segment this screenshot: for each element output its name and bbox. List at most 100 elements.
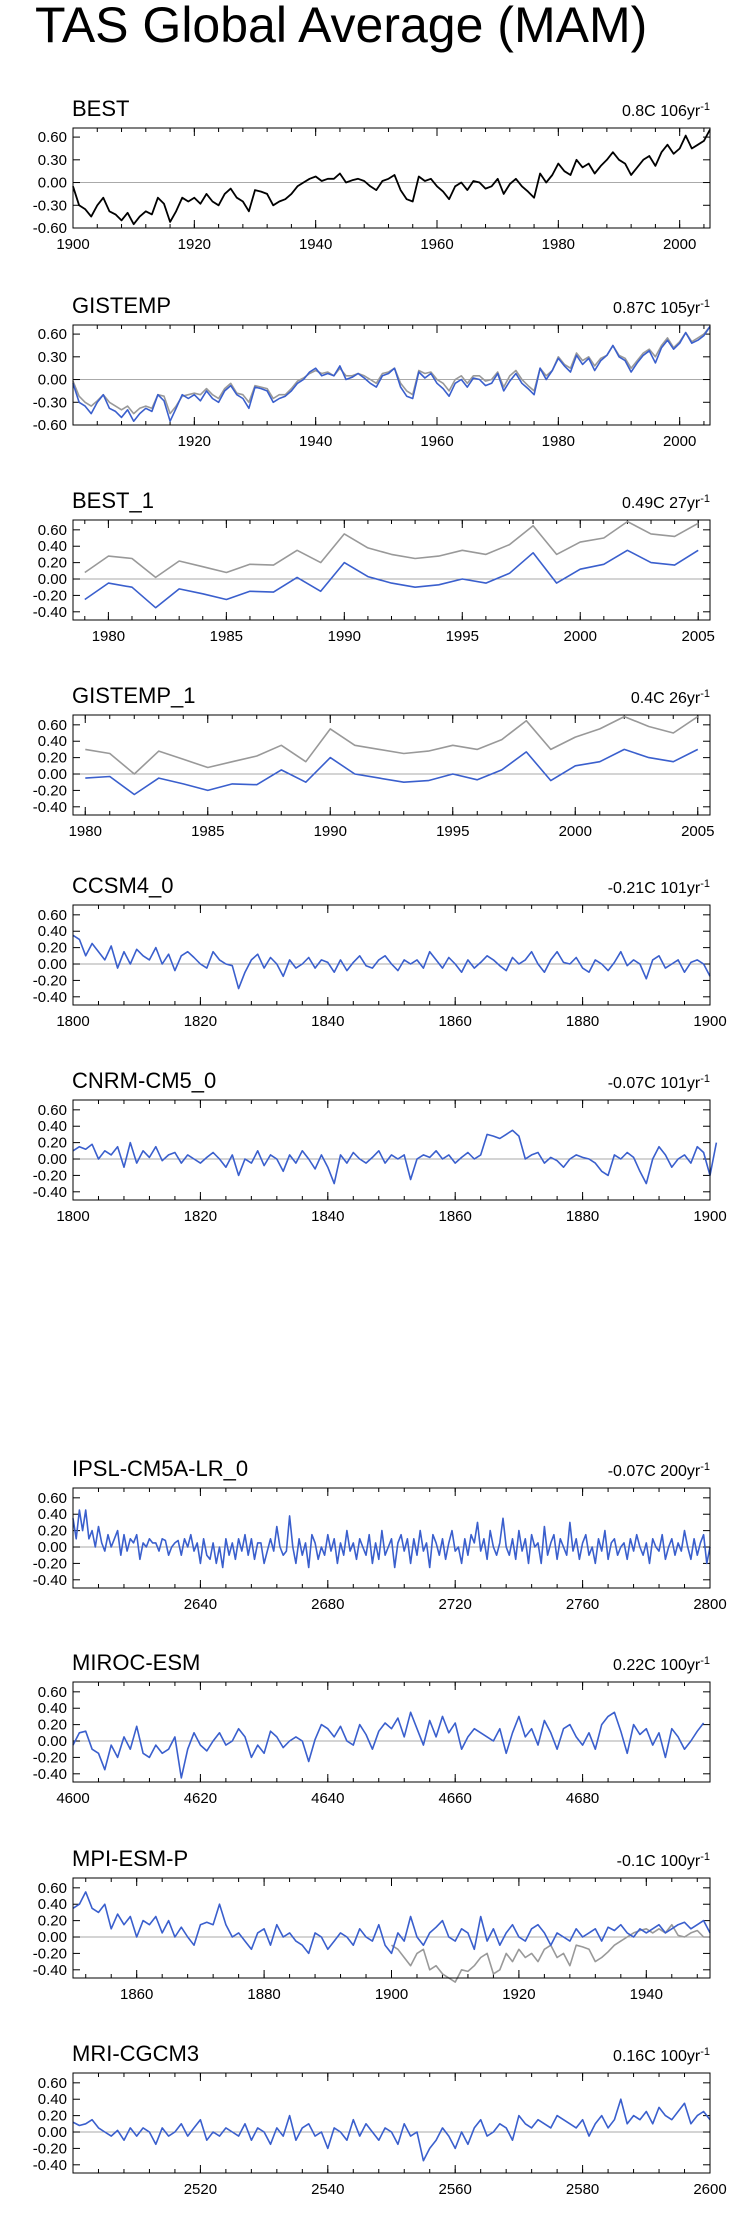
- panel-cnrm-cm5-0: CNRM-CM5_0 -0.07C 101yr-1 0.600.400.200.00…: [33, 1068, 727, 1225]
- x-tick-label: 1995: [446, 628, 479, 645]
- x-tick-label: 2560: [439, 2181, 472, 2198]
- trend-exponent: -1: [700, 688, 710, 700]
- plot-frame: [72, 519, 711, 621]
- trend-label: -0.07C 200yr-1: [608, 1461, 710, 1480]
- x-tick-label: 4680: [566, 1790, 599, 1807]
- x-tick-label: 2005: [682, 628, 715, 645]
- panel-title: MRI-CGCM3: [72, 2041, 199, 2066]
- y-tick-label: 0.40: [38, 2091, 67, 2108]
- plot-frame: [72, 904, 711, 1006]
- panel-title: MIROC-ESM: [72, 1650, 200, 1675]
- y-tick-label: -0.40: [33, 989, 67, 1006]
- y-tick-label: 0.60: [38, 522, 67, 539]
- x-tick-label: 1900: [56, 236, 89, 253]
- panel-gistemp: GISTEMP 0.87C 105yr-1 0.60 0.30 0.00 -0.30 -0.…: [33, 293, 711, 450]
- x-tick-label: 1995: [436, 823, 469, 840]
- series-line-cnrm-cm5-0: [72, 1129, 718, 1185]
- y-tick-label: -0.40: [33, 799, 67, 816]
- y-tick-label: 0.30: [38, 349, 67, 366]
- y-tick-label: 0.60: [38, 326, 67, 343]
- y-tick-label: 0.20: [38, 1717, 67, 1734]
- series-line-gistemp-1-obs: [85, 715, 699, 775]
- y-tick-label: 0.00: [38, 372, 67, 389]
- x-tick-label: 1800: [56, 1013, 89, 1030]
- series-line-gistemp-1-model: [85, 748, 699, 796]
- trend-exponent: -1: [700, 493, 710, 505]
- x-tick-label: 1860: [439, 1013, 472, 1030]
- plot-frame: [72, 324, 711, 426]
- x-tick-label: 1840: [311, 1013, 344, 1030]
- trend-years: 200yr: [660, 1463, 701, 1480]
- y-tick-label: 0.20: [38, 555, 67, 572]
- plot-frame: [72, 2072, 711, 2174]
- x-tick-label: 1980: [92, 628, 125, 645]
- y-tick-label: 0.40: [38, 923, 67, 940]
- y-tick-label: -0.20: [33, 587, 67, 604]
- y-tick-label: 0.20: [38, 2108, 67, 2125]
- y-tick-label: -0.20: [33, 2140, 67, 2157]
- y-tick-label: 0.60: [38, 907, 67, 924]
- y-tick-label: -0.40: [33, 1184, 67, 1201]
- x-tick-label: 1840: [311, 1208, 344, 1225]
- y-tick-label: 0.60: [38, 717, 67, 734]
- y-tick-label: -0.40: [33, 1766, 67, 1783]
- x-tick-label: 2600: [693, 2181, 726, 2198]
- x-tick-label: 1800: [56, 1208, 89, 1225]
- trend-years: 101yr: [660, 880, 701, 897]
- series-line-mri-cgcm3: [72, 2098, 711, 2162]
- panel-best: BEST 0.8C 106yr-10.600.300.00-0.30-0.6019…: [33, 96, 711, 253]
- trend-value: 0.22C: [613, 1657, 660, 1674]
- trend-years: 27yr: [669, 495, 701, 512]
- x-tick-label: 1960: [420, 433, 453, 450]
- x-tick-label: 1940: [299, 236, 332, 253]
- series-line-best-1-model: [84, 549, 699, 609]
- y-tick-label: 0.00: [38, 956, 67, 973]
- x-tick-label: 2000: [663, 433, 696, 450]
- trend-value: -0.07C: [608, 1463, 660, 1480]
- trend-label: 0.87C 105yr-1: [613, 298, 710, 317]
- y-tick-label: 0.20: [38, 750, 67, 767]
- y-tick-label: 0.20: [38, 940, 67, 957]
- panel-title: CNRM-CM5_0: [72, 1068, 216, 1093]
- x-tick-label: 1980: [542, 433, 575, 450]
- trend-exponent: -1: [700, 878, 710, 890]
- trend-exponent: -1: [700, 101, 710, 113]
- y-tick-label: 0.00: [38, 1929, 67, 1946]
- y-tick-label: -0.40: [33, 604, 67, 621]
- series-line-best-1-obs: [84, 520, 699, 579]
- x-tick-label: 1940: [299, 433, 332, 450]
- trend-label: -0.07C 101yr-1: [608, 1073, 710, 1092]
- x-tick-label: 1900: [693, 1013, 726, 1030]
- x-tick-label: 1900: [375, 1986, 408, 2003]
- y-tick-label: 0.20: [38, 1913, 67, 1930]
- trend-value: 0.8C: [622, 103, 660, 120]
- trend-value: 0.16C: [613, 2048, 660, 2065]
- panel-ipsl-cm5a-lr-0: IPSL-CM5A-LR_0 -0.07C 200yr-1 0.600.400.20…: [33, 1456, 727, 1613]
- trend-years: 100yr: [660, 1657, 701, 1674]
- trend-label: 0.22C 100yr-1: [613, 1655, 710, 1674]
- x-tick-label: 4620: [184, 1790, 217, 1807]
- panels: BEST 0.8C 106yr-10.600.300.00-0.30-0.6019…: [33, 96, 727, 2198]
- y-tick-label: 0.20: [38, 1135, 67, 1152]
- y-tick-label: -0.20: [33, 782, 67, 799]
- trend-value: -0.21C: [608, 880, 660, 897]
- x-tick-label: 1820: [184, 1013, 217, 1030]
- x-tick-label: 1960: [420, 236, 453, 253]
- x-tick-label: 2800: [693, 1596, 726, 1613]
- x-tick-label: 1920: [502, 1986, 535, 2003]
- y-tick-label: -0.20: [33, 1555, 67, 1572]
- trend-label: -0.21C 101yr-1: [608, 878, 710, 897]
- x-tick-label: 1920: [178, 236, 211, 253]
- panel-mpi-esm-p: MPI-ESM-P -0.1C 100yr-10.600.400.200.00-0…: [33, 1846, 711, 2003]
- trend-years: 26yr: [669, 690, 701, 707]
- x-tick-label: 4660: [439, 1790, 472, 1807]
- plot-frame: [72, 127, 711, 229]
- y-tick-label: -0.40: [33, 1962, 67, 1979]
- plot-frame: [72, 1099, 711, 1201]
- plot-frame: [72, 714, 711, 816]
- y-tick-label: 0.60: [38, 1490, 67, 1507]
- panel-title: IPSL-CM5A-LR_0: [72, 1456, 248, 1481]
- plot-frame: [72, 1487, 711, 1589]
- trend-value: 0.49C: [622, 495, 669, 512]
- y-tick-label: -0.60: [33, 220, 67, 237]
